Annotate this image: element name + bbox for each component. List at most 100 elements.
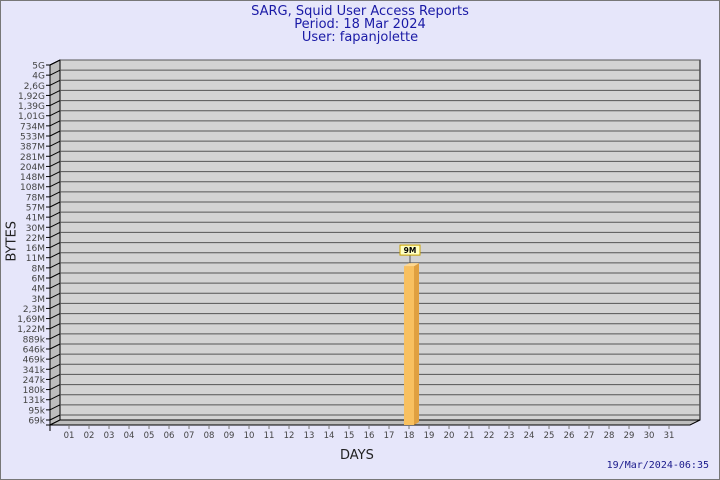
x-tick-label: 28 [604,431,615,441]
x-tick-label: 15 [344,431,355,441]
y-tick-label: 30M [26,224,45,234]
x-tick-label: 24 [524,431,535,441]
x-tick-label: 12 [284,431,295,441]
chart-period: Period: 18 Mar 2024 [294,17,426,32]
grid-line-side [49,130,61,137]
x-tick-label: 08 [204,431,215,441]
y-tick-label: 16M [26,244,45,254]
y-tick-label: 4M [32,285,46,295]
y-tick-label: 8M [32,264,46,274]
bar [404,266,414,425]
x-tick-label: 03 [104,431,115,441]
y-tick-label: 11M [26,254,45,264]
y-tick-label: 1,92G [18,92,45,102]
grid-line-side [49,89,61,96]
y-tick-label: 108M [20,183,45,193]
grid-line-side [49,343,61,350]
y-tick-label: 281M [20,153,45,163]
grid-line-side [49,181,61,188]
grid-line-side [49,292,61,299]
data-label-box [399,244,421,256]
y-tick-label: 2,6G [24,82,45,92]
y-tick-label: 646k [23,346,46,356]
grid-line-side [49,414,61,421]
x-tick-label: 01 [64,431,75,441]
y-tick-label: 1,39G [18,102,45,112]
x-tick-label: 13 [304,431,315,441]
bar-top [404,263,419,267]
y-tick-label: 6M [32,275,46,285]
x-tick-label: 23 [504,431,515,441]
y-tick-label: 3M [32,295,46,305]
grid-line-side [49,353,61,360]
grid-line-side [49,262,61,269]
grid-line-side [49,69,61,76]
y-tick-label: 1,69M [17,315,45,325]
x-tick-label: 31 [664,431,675,441]
grid-line-side [49,242,61,249]
x-tick-label: 25 [544,431,555,441]
grid-line-side [49,384,61,391]
y-tick-label: 41M [26,214,45,224]
x-tick-label: 20 [444,431,455,441]
x-tick-label: 18 [404,431,415,441]
y-tick-label: 131k [23,396,46,406]
chart-user: User: fapanjolette [301,30,419,45]
y-tick-label: 889k [23,335,46,345]
chart-title: SARG, Squid User Access Reports [251,4,469,19]
grid-line-side [49,302,61,309]
grid-line-side [49,363,61,370]
y-tick-label: 148M [20,173,45,183]
y-tick-label: 341k [23,366,46,376]
plot-floor [49,419,701,426]
grid-line-side [49,211,61,218]
grid-line-side [49,171,61,178]
grid-line-side [49,282,61,289]
y-tick-label: 469k [23,356,46,366]
grid-line-side [49,373,61,380]
x-tick-label: 19 [424,431,435,441]
x-tick-label: 22 [484,431,495,441]
y-tick-label: 57M [26,204,45,214]
grid-line-side [49,191,61,198]
x-tick-label: 06 [164,431,175,441]
y-tick-label: 4G [32,72,45,82]
grid-line-side [49,404,61,411]
y-tick-label: 1,01G [18,112,45,122]
grid-line-side [49,160,61,167]
x-tick-label: 04 [124,431,135,441]
x-tick-label: 16 [364,431,375,441]
grid-line-side [49,333,61,340]
data-label: 9M [404,246,417,255]
y-tick-label: 95k [28,406,45,416]
plot-back-wall [59,59,701,421]
y-axis-label: BYTES [4,220,20,262]
x-tick-label: 27 [584,431,595,441]
grid-line-side [49,100,61,107]
x-tick-label: 26 [564,431,575,441]
x-tick-label: 29 [624,431,635,441]
y-tick-label: 180k [23,386,46,396]
generated-timestamp: 19/Mar/2024-06:35 [606,460,709,471]
y-tick-label: 247k [23,376,46,386]
y-tick-label: 5G [32,62,45,72]
x-tick-label: 02 [84,431,95,441]
grid-line-side [49,110,61,117]
x-tick-label: 09 [224,431,235,441]
x-tick-label: 05 [144,431,155,441]
grid-line-side [49,272,61,279]
x-axis-label: DAYS [340,448,374,463]
grid-line-side [49,140,61,147]
y-tick-label: 533M [20,133,45,143]
y-tick-label: 22M [26,234,45,244]
y-tick-label: 78M [26,193,45,203]
grid-line-side [49,313,61,320]
grid-line-side [49,79,61,86]
bar-side [414,263,419,425]
y-tick-label: 69k [28,417,45,427]
x-tick-label: 11 [264,431,275,441]
x-tick-label: 07 [184,431,195,441]
y-tick-label: 2,3M [23,305,45,315]
x-tick-label: 30 [644,431,655,441]
